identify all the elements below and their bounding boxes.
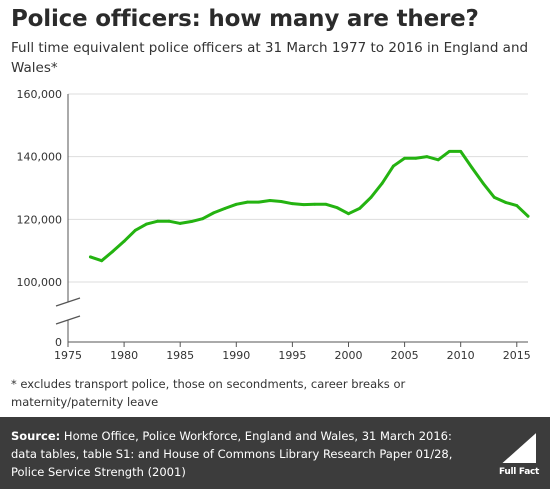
source-body: Home Office, Police Workforce, England a… xyxy=(11,429,453,479)
data-point xyxy=(448,149,451,153)
data-point xyxy=(391,164,395,168)
source-text: Source: Home Office, Police Workforce, E… xyxy=(11,427,481,481)
logo-text: Full Fact xyxy=(498,467,540,477)
x-tick: 2010 xyxy=(447,342,475,362)
data-point xyxy=(167,219,171,223)
y-axis-ticks: 0 100,000 120,000 140,000 160,000 xyxy=(17,88,63,349)
gridlines xyxy=(68,93,528,283)
chart-subtitle: Full time equivalent police officers at … xyxy=(11,40,529,76)
full-fact-logo-mark xyxy=(496,429,538,467)
y-tick-label: 0 xyxy=(55,336,62,349)
data-point xyxy=(156,219,160,223)
data-point xyxy=(492,196,496,199)
x-tick-label: 1980 xyxy=(110,349,138,362)
data-point xyxy=(347,212,350,216)
data-point xyxy=(302,203,306,207)
data-point xyxy=(358,206,362,210)
axis-break-mark-lower xyxy=(55,315,81,325)
x-tick: 1995 xyxy=(278,342,306,362)
data-point xyxy=(526,214,530,218)
y-tick-label: 100,000 xyxy=(17,276,63,289)
x-tick-label: 1975 xyxy=(54,349,82,362)
data-point xyxy=(268,199,272,202)
footnote: * excludes transport police, those on se… xyxy=(11,377,406,409)
data-point xyxy=(212,211,216,215)
y-tick-label: 120,000 xyxy=(17,213,63,226)
data-point xyxy=(380,181,384,185)
y-tick-label: 140,000 xyxy=(17,151,63,164)
data-point xyxy=(133,228,137,232)
y-tick: 140,000 xyxy=(17,151,63,164)
x-tick-label: 1985 xyxy=(166,349,194,362)
x-tick-label: 1995 xyxy=(278,349,306,362)
data-point xyxy=(403,156,406,160)
x-tick-label: 2015 xyxy=(503,349,531,362)
axes xyxy=(55,94,528,343)
data-point xyxy=(279,200,283,203)
data-point xyxy=(234,202,238,206)
data-point xyxy=(290,202,294,206)
data-point xyxy=(122,239,126,243)
data-point xyxy=(223,206,227,210)
data-point xyxy=(324,202,328,206)
x-axis-ticks: 1975 1980 1985 1990 1995 2000 2005 2010 2015 xyxy=(54,342,531,362)
data-point xyxy=(470,166,474,170)
data-point xyxy=(145,222,148,226)
axis-break-mark-upper xyxy=(55,297,81,307)
series-layer xyxy=(88,149,530,263)
data-point xyxy=(89,255,92,259)
data-point xyxy=(335,206,339,210)
data-point xyxy=(178,222,182,225)
y-tick: 100,000 xyxy=(17,276,63,289)
x-tick-label: 2000 xyxy=(334,349,362,362)
y-tick: 160,000 xyxy=(17,88,63,101)
data-point xyxy=(459,149,463,153)
x-tick: 2005 xyxy=(391,342,419,362)
y-tick: 0 xyxy=(55,336,62,349)
data-point xyxy=(425,155,429,159)
data-point xyxy=(436,158,440,162)
x-tick: 1980 xyxy=(110,342,138,362)
data-point xyxy=(481,181,485,185)
x-tick: 1985 xyxy=(166,342,194,362)
x-tick-label: 1990 xyxy=(222,349,250,362)
source-footer: Source: Home Office, Police Workforce, E… xyxy=(0,417,550,489)
x-tick-label: 2010 xyxy=(447,349,475,362)
data-point xyxy=(190,220,193,223)
source-label: Source: xyxy=(11,429,61,443)
data-point xyxy=(111,249,115,253)
x-tick: 2015 xyxy=(503,342,531,362)
x-tick: 1975 xyxy=(54,342,82,362)
x-tick-label: 2005 xyxy=(391,349,419,362)
series-line xyxy=(88,149,530,263)
x-tick: 1990 xyxy=(222,342,250,362)
y-tick: 120,000 xyxy=(17,213,63,226)
data-point xyxy=(257,200,261,204)
data-point xyxy=(313,202,317,206)
data-point xyxy=(201,217,205,221)
data-point xyxy=(369,196,373,199)
full-fact-logo: Full Fact xyxy=(496,427,542,479)
data-point xyxy=(246,200,249,204)
data-point xyxy=(100,259,104,263)
chart-title: Police officers: how many are there? xyxy=(11,6,479,32)
data-point xyxy=(504,201,507,204)
x-tick: 2000 xyxy=(334,342,362,362)
data-point xyxy=(414,156,418,160)
data-point xyxy=(515,204,519,207)
y-tick-label: 160,000 xyxy=(17,88,63,101)
